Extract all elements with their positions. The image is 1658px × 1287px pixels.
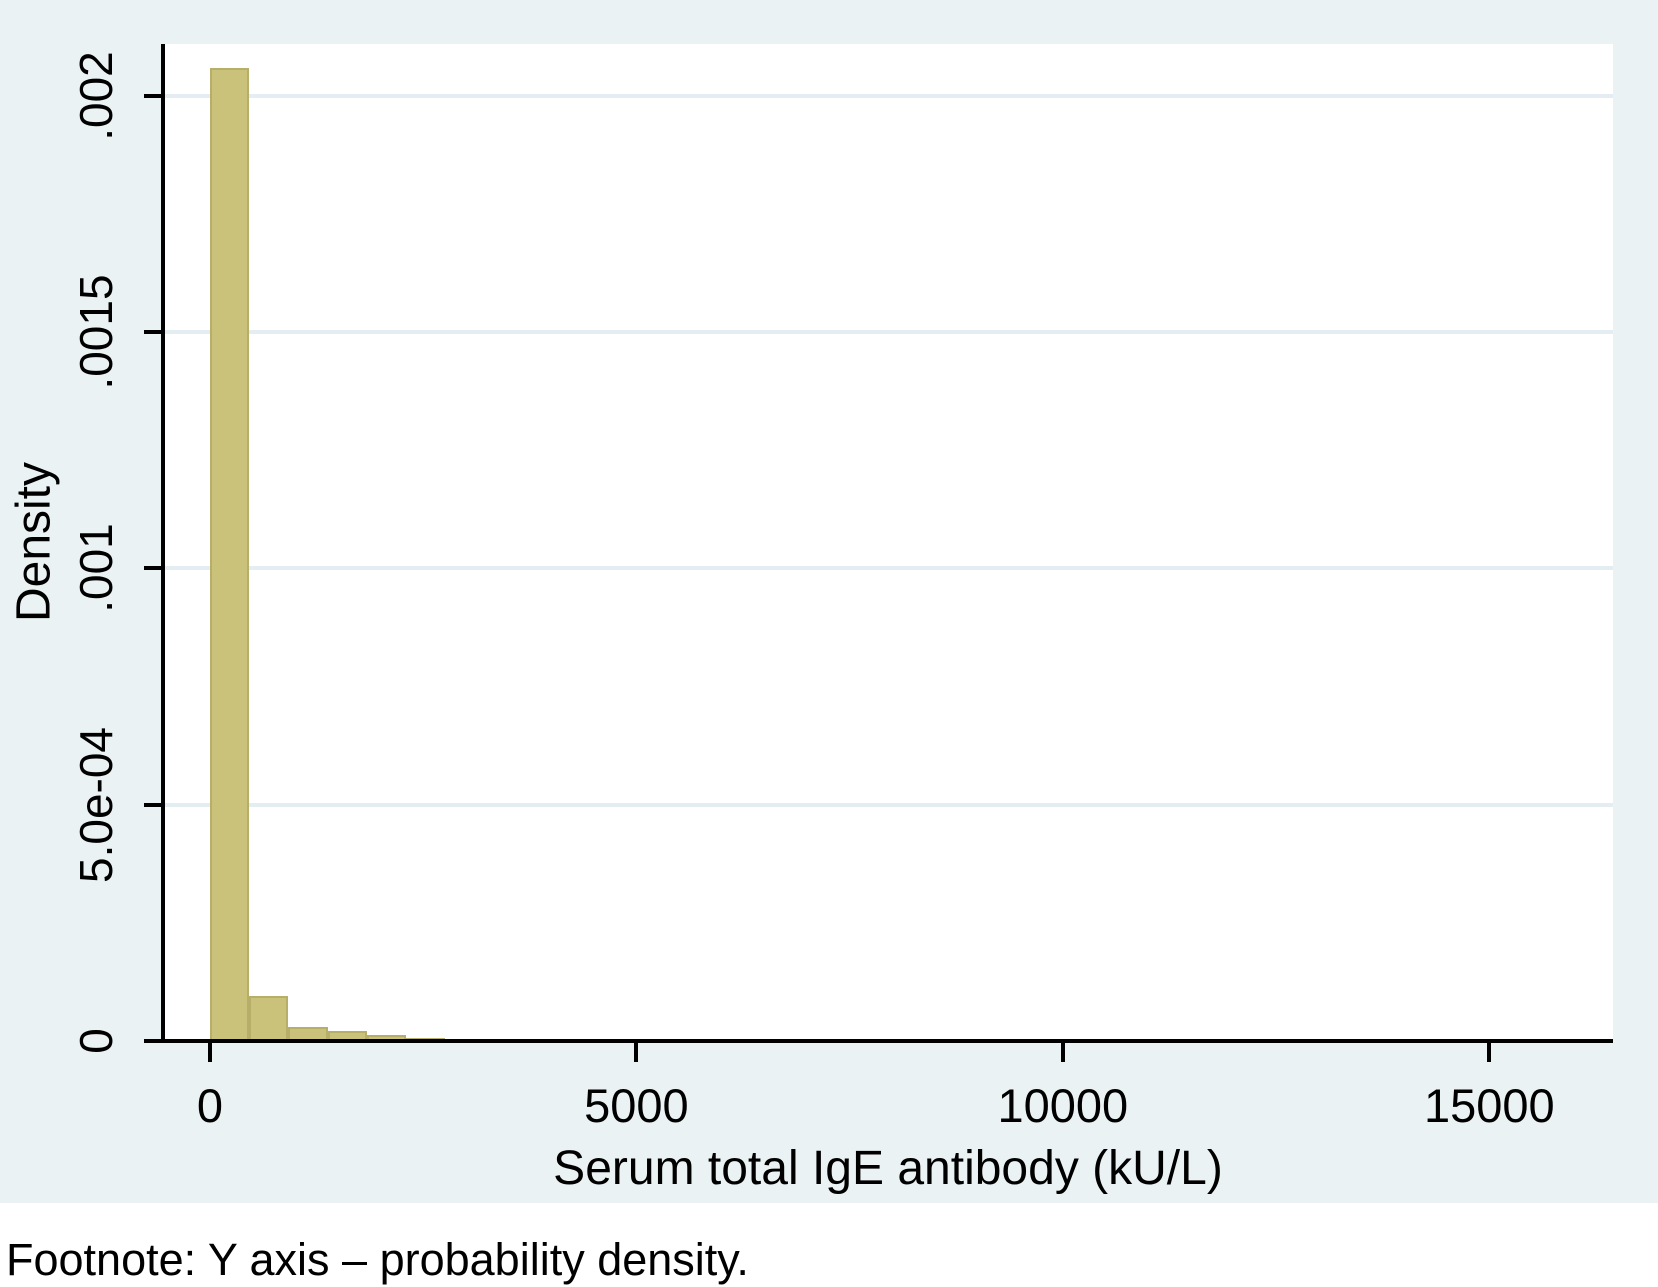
histogram-bar (288, 1026, 328, 1041)
y-tick-label: 0 (70, 1028, 122, 1054)
x-axis-tick (1487, 1043, 1492, 1062)
plot-area (163, 44, 1613, 1042)
y-tick-label: 5.0e-04 (70, 726, 122, 883)
x-tick-label: 15000 (1423, 1079, 1555, 1132)
y-axis-tick (144, 802, 161, 807)
histogram-bar (327, 1031, 367, 1041)
y-axis-tick (144, 566, 161, 571)
x-axis-line (148, 1039, 1613, 1043)
histogram-bar (366, 1034, 407, 1041)
x-axis-tick (1060, 1043, 1065, 1062)
histogram-bar (249, 996, 289, 1041)
y-tick-label: .0015 (70, 274, 122, 390)
y-axis-title: Density (7, 461, 61, 623)
footnote-text: Footnote: Y axis – probability density. (6, 1234, 749, 1285)
x-axis-title: Serum total IgE antibody (kU/L) (553, 1142, 1223, 1195)
histogram-bar (209, 67, 250, 1041)
y-axis-tick (144, 1039, 161, 1043)
y-axis-tick (144, 93, 161, 98)
y-gridline (163, 330, 1613, 335)
y-gridline (163, 566, 1613, 571)
y-gridline (163, 802, 1613, 807)
x-tick-label: 10000 (997, 1079, 1129, 1132)
x-axis-tick (634, 1043, 639, 1062)
y-axis-line (161, 44, 165, 1043)
y-gridline (163, 93, 1613, 98)
x-tick-label: 5000 (584, 1079, 689, 1132)
y-tick-label: .001 (70, 523, 122, 614)
y-tick-label: .002 (70, 51, 122, 141)
x-tick-label: 0 (196, 1079, 223, 1132)
x-axis-tick (207, 1043, 212, 1062)
y-axis-tick (144, 330, 161, 335)
